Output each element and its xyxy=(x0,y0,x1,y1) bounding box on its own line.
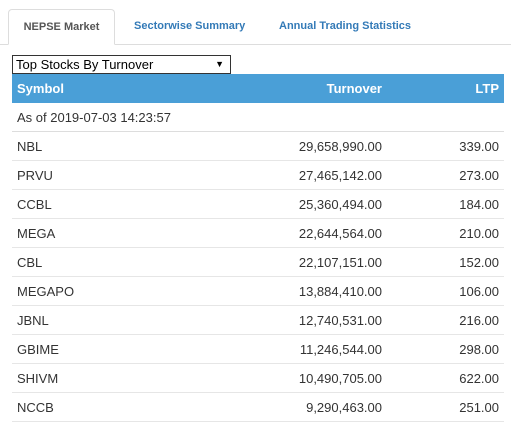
stock-turnover: 22,644,564.00 xyxy=(298,226,382,241)
table-row: PRVU 27,465,142.00 273.00 xyxy=(12,161,504,190)
stock-ltp: 622.00 xyxy=(459,371,499,386)
stock-symbol: NBL xyxy=(17,139,43,154)
stock-ltp: 210.00 xyxy=(459,226,499,241)
stock-turnover: 11,246,544.00 xyxy=(299,342,382,357)
tab-nepse-market[interactable]: NEPSE Market xyxy=(8,9,115,45)
tab-bar-divider xyxy=(0,44,511,45)
stock-symbol: CCBL xyxy=(17,197,52,212)
header-symbol[interactable]: Symbol xyxy=(17,81,64,96)
table-row: MEGAPO 13,884,410.00 106.00 xyxy=(12,277,504,306)
table-row: CBL 22,107,151.00 152.00 xyxy=(12,248,504,277)
table-header: Symbol Turnover LTP xyxy=(12,74,504,103)
table-row: CCBL 25,360,494.00 184.00 xyxy=(12,190,504,219)
stock-symbol: NCCB xyxy=(17,400,54,415)
header-ltp[interactable]: LTP xyxy=(475,81,499,96)
stock-turnover: 9,290,463.00 xyxy=(306,400,382,415)
tab-sectorwise-summary[interactable]: Sectorwise Summary xyxy=(134,20,246,32)
table-row: GBIME 11,246,544.00 298.00 xyxy=(12,335,504,364)
table-row: MEGA 22,644,564.00 210.00 xyxy=(12,219,504,248)
table-body: NBL 29,658,990.00 339.00 PRVU 27,465,142.00 2… xyxy=(12,132,504,422)
header-turnover[interactable]: Turnover xyxy=(326,81,382,96)
as-of-timestamp: As of 2019-07-03 14:23:57 xyxy=(12,103,504,132)
stock-turnover: 13,884,410.00 xyxy=(298,284,382,299)
stock-symbol: JBNL xyxy=(17,313,49,328)
table-row: JBNL 12,740,531.00 216.00 xyxy=(12,306,504,335)
stock-turnover: 10,490,705.00 xyxy=(298,371,382,386)
stock-turnover: 29,658,990.00 xyxy=(298,139,382,154)
stock-ltp: 184.00 xyxy=(459,197,499,212)
stock-ltp: 339.00 xyxy=(459,139,499,154)
table-row: NCCB 9,290,463.00 251.00 xyxy=(12,393,504,422)
stock-turnover: 25,360,494.00 xyxy=(298,197,382,212)
stock-turnover: 12,740,531.00 xyxy=(298,313,382,328)
stock-ltp: 152.00 xyxy=(459,255,499,270)
stock-symbol: SHIVM xyxy=(17,371,59,386)
stock-symbol: GBIME xyxy=(17,342,59,357)
dropdown-arrow-icon: ▼ xyxy=(215,59,224,69)
stock-ltp: 298.00 xyxy=(459,342,499,357)
stock-ltp: 216.00 xyxy=(459,313,499,328)
stock-symbol: MEGAPO xyxy=(17,284,75,299)
top-stocks-table: Symbol Turnover LTP As of 2019-07-03 14:… xyxy=(12,74,504,422)
stock-symbol: MEGA xyxy=(17,226,56,241)
stock-ltp: 273.00 xyxy=(459,168,499,183)
stock-turnover: 22,107,151.00 xyxy=(298,255,382,270)
stock-ltp: 251.00 xyxy=(459,400,499,415)
stock-symbol: CBL xyxy=(17,255,43,270)
stock-category-value: Top Stocks By Turnover xyxy=(16,57,154,72)
stock-turnover: 27,465,142.00 xyxy=(298,168,382,183)
stock-category-select[interactable]: Top Stocks By Turnover ▼ xyxy=(12,55,231,74)
tab-bar: NEPSE Market Sectorwise Summary Annual T… xyxy=(0,0,511,45)
stock-ltp: 106.00 xyxy=(459,284,499,299)
tab-annual-trading-statistics[interactable]: Annual Trading Statistics xyxy=(279,20,412,32)
stock-symbol: PRVU xyxy=(17,168,53,183)
table-row: SHIVM 10,490,705.00 622.00 xyxy=(12,364,504,393)
table-row: NBL 29,658,990.00 339.00 xyxy=(12,132,504,161)
